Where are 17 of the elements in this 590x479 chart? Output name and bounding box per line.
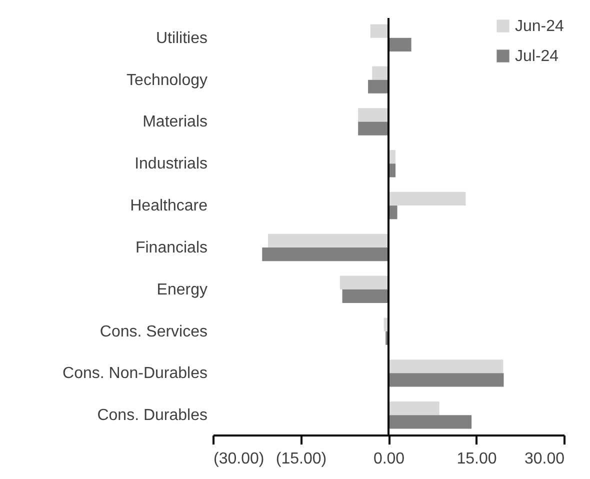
legend-label: Jul-24 [515, 48, 559, 65]
x-tick-label: 30.00 [524, 450, 565, 468]
legend-label: Jun-24 [515, 18, 564, 35]
x-tick-label: (30.00) [214, 450, 264, 468]
x-tick-label: 0.00 [373, 450, 405, 468]
x-tick-label: (15.00) [276, 450, 327, 468]
y-tick-label: Materials [142, 114, 208, 131]
y-tick-label: Cons. Durables [97, 407, 208, 424]
y-tick-label: Cons. Services [100, 323, 208, 340]
y-tick-label: Utilities [156, 30, 208, 47]
x-tick-label: 15.00 [456, 450, 497, 468]
y-tick-label: Cons. Non-Durables [62, 365, 208, 382]
y-tick-label: Technology [126, 72, 208, 89]
y-tick-label: Financials [135, 239, 208, 256]
y-tick-label: Industrials [134, 156, 208, 173]
y-tick-label: Energy [156, 281, 208, 298]
y-tick-label: Healthcare [130, 198, 208, 215]
